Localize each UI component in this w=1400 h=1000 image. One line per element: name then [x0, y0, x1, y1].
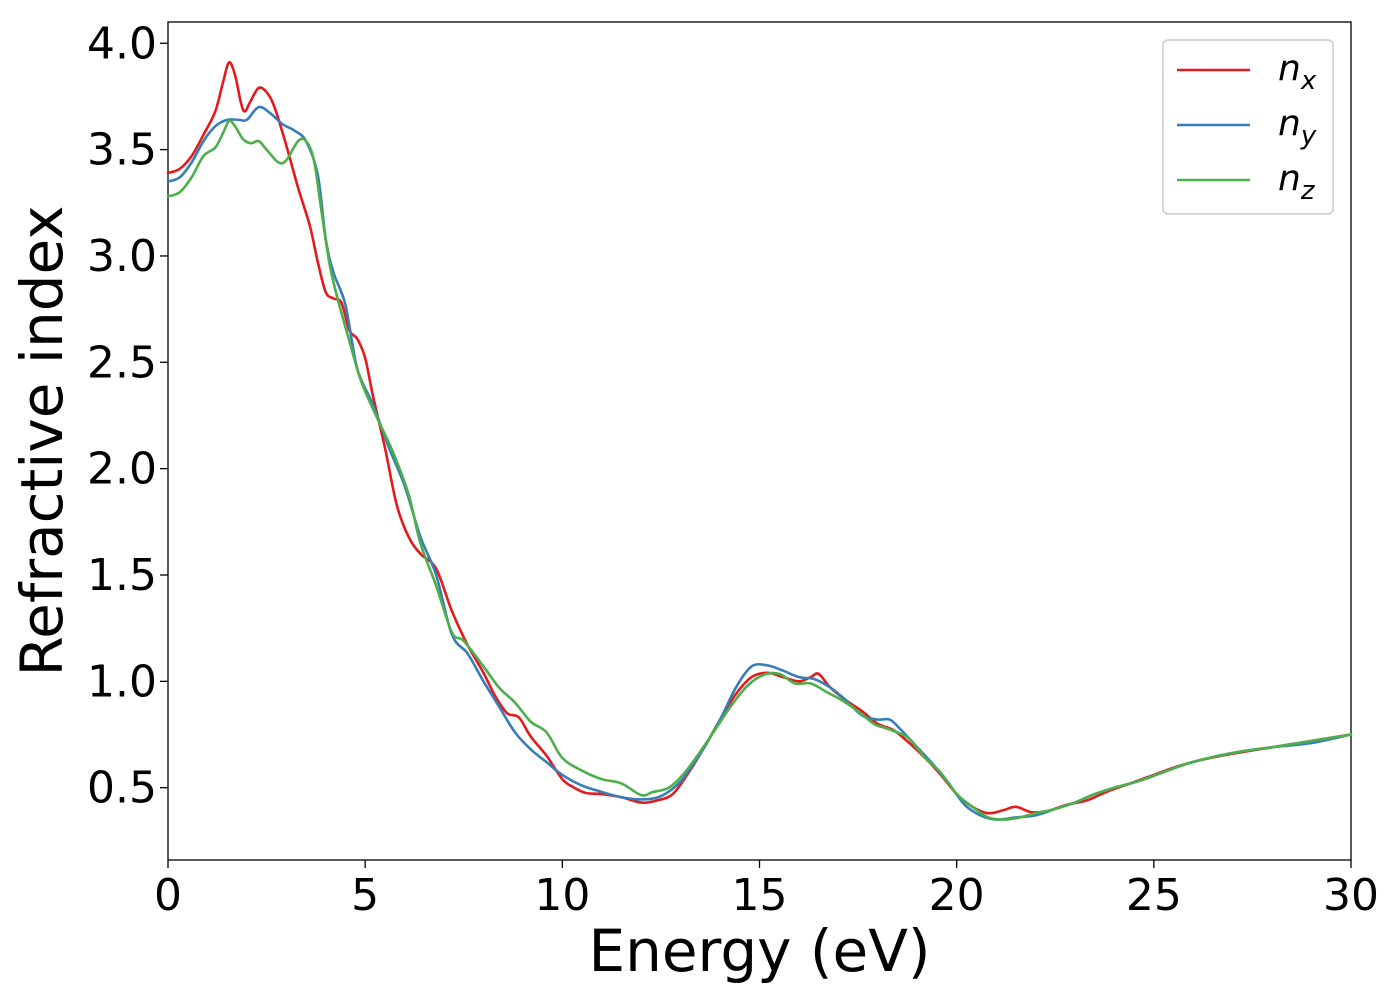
y-tick-label: 2.0 — [87, 444, 157, 495]
x-axis-title: Energy (eV) — [588, 917, 930, 985]
series-line-nz — [166, 119, 1353, 821]
y-tick-label: 1.0 — [87, 656, 157, 707]
series-layer — [166, 61, 1353, 821]
y-tick-label: 3.5 — [87, 125, 157, 176]
x-tick-label: 10 — [534, 870, 590, 921]
legend: nx ny nz — [1162, 39, 1334, 215]
x-tick-label: 5 — [351, 870, 379, 921]
y-tick-label: 3.0 — [87, 231, 157, 282]
y-tick-label: 1.5 — [87, 550, 157, 601]
x-tick-label: 30 — [1323, 870, 1379, 921]
y-tick-label: 4.0 — [87, 18, 157, 69]
x-tick-label: 20 — [929, 870, 985, 921]
x-tick-label: 25 — [1126, 870, 1182, 921]
y-tick-label: 0.5 — [87, 763, 157, 814]
series-line-nx — [166, 61, 1353, 815]
x-tick-label: 0 — [154, 870, 182, 921]
x-tick-label: 15 — [732, 870, 788, 921]
legend-label-nx: nx — [1278, 48, 1317, 96]
legend-box — [1162, 39, 1334, 215]
series-line-ny — [166, 105, 1353, 821]
plot-area — [167, 21, 1352, 861]
y-tick-label: 2.5 — [87, 337, 157, 388]
legend-label-ny: ny — [1278, 103, 1317, 151]
y-axis-title: Refractive index — [8, 205, 76, 676]
x-axis-ticks: 0 5 10 15 20 25 30 — [154, 860, 1379, 921]
legend-label-nz: nz — [1278, 158, 1316, 206]
y-axis-ticks: 0.5 1.0 1.5 2.0 2.5 3.0 3.5 4.0 — [87, 18, 168, 814]
